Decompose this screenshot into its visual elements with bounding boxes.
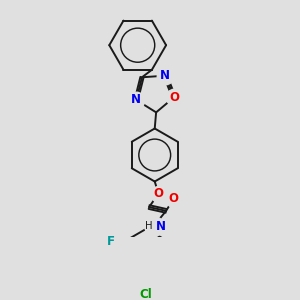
Text: O: O <box>154 187 164 200</box>
Text: O: O <box>169 91 179 104</box>
Text: N: N <box>160 69 170 82</box>
Text: F: F <box>107 235 115 248</box>
Text: O: O <box>169 192 179 205</box>
Text: N: N <box>131 94 141 106</box>
Text: N: N <box>156 220 166 232</box>
Text: H: H <box>145 221 153 231</box>
Text: Cl: Cl <box>140 288 153 300</box>
